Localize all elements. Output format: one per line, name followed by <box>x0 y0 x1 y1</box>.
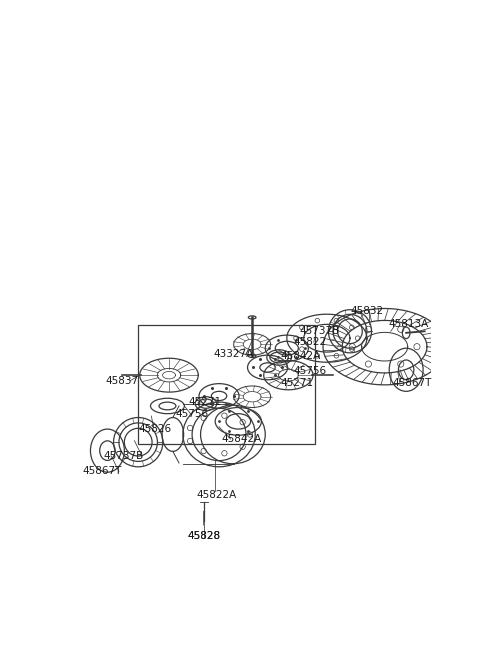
Text: 43327A: 43327A <box>214 350 254 359</box>
Text: 45828: 45828 <box>187 511 220 541</box>
Text: 45832: 45832 <box>350 306 383 316</box>
Text: 45826: 45826 <box>138 424 171 434</box>
Text: 45756: 45756 <box>175 409 208 419</box>
Text: 45813A: 45813A <box>388 319 429 329</box>
Text: 45842A: 45842A <box>221 434 262 444</box>
Text: 45822: 45822 <box>294 337 327 347</box>
Text: 45837: 45837 <box>106 375 139 386</box>
Text: 45737B: 45737B <box>300 326 340 337</box>
Text: 45842A: 45842A <box>281 351 321 361</box>
Text: 45867T: 45867T <box>83 466 122 476</box>
Text: 45822A: 45822A <box>196 489 236 499</box>
Text: 45737B: 45737B <box>104 451 144 461</box>
Text: 45271: 45271 <box>188 397 221 407</box>
Text: 45867T: 45867T <box>392 378 432 388</box>
Bar <box>138 325 315 445</box>
Text: 45756: 45756 <box>294 366 327 377</box>
Text: 45828: 45828 <box>187 531 220 541</box>
Text: 45271: 45271 <box>281 378 314 388</box>
